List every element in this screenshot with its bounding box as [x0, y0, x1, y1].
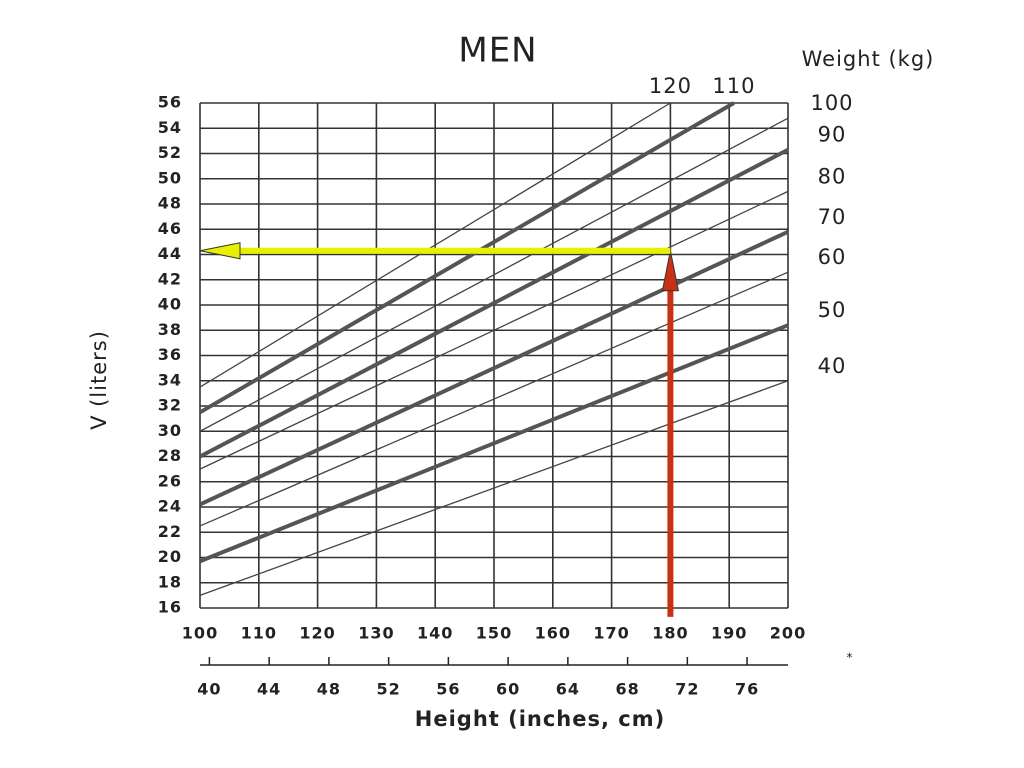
y-tick-label: 36	[158, 345, 182, 364]
weight-line	[199, 190, 789, 470]
x-tick-label: 160	[535, 624, 571, 643]
y-tick-label: 20	[158, 547, 182, 566]
y-tick-label: 56	[158, 93, 182, 112]
x2-tick-label: 56	[436, 680, 460, 699]
x-tick-label: 200	[770, 624, 806, 643]
y-tick-label: 40	[158, 295, 182, 314]
y-tick-label: 44	[158, 244, 182, 263]
x-axis-label: Height (inches, cm)	[415, 707, 665, 731]
y-axis-label: V (liters)	[87, 330, 111, 430]
x-tick-label: 130	[358, 624, 394, 643]
x-tick-label: 180	[652, 624, 688, 643]
y-tick-label: 24	[158, 497, 182, 516]
arrow-head	[199, 242, 241, 260]
y-tick-label: 52	[158, 143, 182, 162]
weight-line	[198, 101, 735, 415]
y-tick-label: 48	[158, 194, 182, 213]
y-tick-label: 16	[158, 598, 182, 617]
y-tick-label: 42	[158, 269, 182, 288]
y-tick-label: 50	[158, 168, 182, 187]
arrow-head	[661, 250, 680, 292]
weight-line	[199, 117, 789, 432]
y-tick-label: 32	[158, 396, 182, 415]
x-tick-label: 170	[593, 624, 629, 643]
y-tick-label: 26	[158, 471, 182, 490]
legend-label: 70	[818, 205, 847, 229]
note: *	[847, 651, 854, 665]
weight-line	[199, 323, 789, 564]
y-tick-label: 46	[158, 219, 182, 238]
x-tick-label: 110	[241, 624, 277, 643]
legend-label: 40	[818, 354, 847, 378]
x2-tick-label: 44	[257, 680, 281, 699]
x2-tick-label: 64	[556, 680, 580, 699]
legend-label: 50	[818, 298, 847, 322]
x2-tick-label: 48	[317, 680, 341, 699]
legend-label: 60	[818, 245, 847, 269]
legend-label: 90	[818, 123, 847, 147]
x2-tick-label: 76	[735, 680, 759, 699]
chart-title: MEN	[458, 31, 537, 71]
y-tick-label: 30	[158, 421, 182, 440]
x2-tick-label: 52	[376, 680, 400, 699]
x-tick-label: 120	[299, 624, 335, 643]
y-tick-label: 54	[158, 118, 182, 137]
weight-line	[199, 102, 671, 388]
y-tick-label: 22	[158, 522, 182, 541]
legend-label: 110	[712, 74, 755, 98]
weight-line	[199, 229, 789, 507]
weight-line	[199, 271, 789, 527]
x-tick-label: 100	[182, 624, 218, 643]
weight-line	[199, 147, 789, 459]
y-tick-label: 28	[158, 446, 182, 465]
y-tick-label: 34	[158, 370, 182, 389]
x2-tick-label: 40	[197, 680, 221, 699]
legend-label: 80	[818, 164, 847, 188]
legend-label: 100	[810, 91, 853, 115]
y-tick-label: 18	[158, 572, 182, 591]
x-tick-label: 150	[476, 624, 512, 643]
x2-tick-label: 72	[675, 680, 699, 699]
x-tick-label: 140	[417, 624, 453, 643]
legend-label: 120	[649, 74, 692, 98]
weight-line	[199, 380, 789, 596]
x-tick-label: 190	[711, 624, 747, 643]
x2-tick-label: 68	[615, 680, 639, 699]
series-title: Weight (kg)	[802, 47, 935, 71]
y-tick-label: 38	[158, 320, 182, 339]
x2-tick-label: 60	[496, 680, 520, 699]
